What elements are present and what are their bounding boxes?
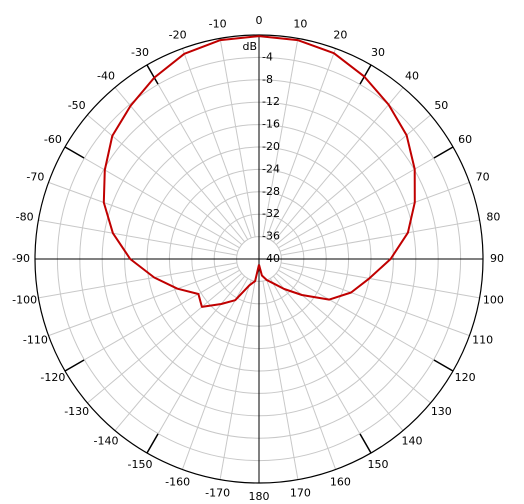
tick-mark: [146, 64, 159, 85]
theta-tick-label: 130: [431, 405, 452, 418]
grid-spoke: [181, 279, 252, 470]
r-tick-label: -32: [262, 207, 280, 220]
r-tick-label: -28: [262, 185, 280, 198]
theta-tick-label: -20: [169, 28, 187, 41]
grid-spoke: [280, 219, 480, 256]
theta-tick-label: -140: [94, 434, 119, 447]
r-tick-label: -12: [262, 95, 280, 108]
r-tick-label: -36: [262, 230, 280, 243]
r-tick-label: -8: [262, 73, 273, 86]
outer-ring: [34, 34, 484, 484]
tick-mark: [433, 359, 454, 372]
grid-spoke: [275, 114, 431, 245]
tick-mark: [359, 64, 372, 85]
grid-spoke: [38, 262, 238, 299]
theta-tick-label: -150: [128, 458, 153, 471]
grid-spoke: [266, 48, 337, 239]
theta-tick-label: 70: [476, 171, 490, 184]
r-tick-label: -4: [262, 50, 273, 63]
theta-tick-label: -160: [165, 476, 190, 489]
grid-spoke: [64, 269, 240, 372]
r-tick-label: -16: [262, 118, 280, 131]
grid-spoke: [278, 146, 454, 249]
grid-spoke: [146, 64, 249, 240]
tick-mark: [433, 146, 454, 159]
grid-spoke: [87, 273, 243, 404]
theta-tick-label: 10: [293, 18, 307, 31]
grid-spoke: [114, 275, 245, 431]
r-unit: dB: [242, 40, 257, 53]
grid-spoke: [262, 280, 299, 480]
theta-tick-label: 80: [486, 211, 500, 224]
theta-tick-label: 50: [434, 99, 448, 112]
theta-tick-label: -100: [12, 293, 37, 306]
theta-tick-label: 20: [333, 28, 347, 41]
grid-spoke: [114, 87, 245, 243]
grid-spoke: [278, 269, 454, 372]
grid-spoke: [181, 48, 252, 239]
theta-tick-label: -50: [68, 99, 86, 112]
grid-spoke: [273, 87, 404, 243]
grid-spoke: [38, 219, 238, 256]
theta-tick-label: -120: [40, 371, 65, 384]
theta-tick-label: -170: [205, 486, 230, 499]
grid-spoke: [48, 266, 239, 337]
tick-mark: [64, 359, 85, 372]
grid-spoke: [266, 279, 337, 470]
theta-tick-label: -80: [16, 211, 34, 224]
theta-tick-label: -60: [44, 133, 62, 146]
grid-spoke: [273, 275, 404, 431]
r-tick-label: -20: [262, 140, 280, 153]
r-tick-label: -24: [262, 162, 280, 175]
theta-tick-label: 40: [405, 70, 419, 83]
theta-tick-label: 0: [256, 14, 263, 27]
theta-tick-label: 120: [455, 371, 476, 384]
grid-spoke: [48, 181, 239, 252]
r-tick-label: -40: [262, 252, 280, 265]
theta-tick-label: 110: [472, 333, 493, 346]
grid-spoke: [280, 262, 480, 299]
tick-mark: [64, 146, 85, 159]
pattern-line: [102, 35, 416, 308]
grid-spoke: [219, 38, 256, 238]
grid-spoke: [262, 38, 299, 238]
theta-tick-label: -130: [64, 405, 89, 418]
theta-tick-label: 170: [290, 486, 311, 499]
theta-tick-label: -30: [131, 46, 149, 59]
theta-tick-label: 140: [401, 434, 422, 447]
theta-tick-label: -40: [97, 70, 115, 83]
theta-tick-label: -70: [26, 171, 44, 184]
theta-tick-label: -90: [12, 252, 30, 265]
theta-tick-label: 180: [249, 490, 270, 503]
grid-spoke: [219, 280, 256, 480]
theta-tick-label: -10: [209, 18, 227, 31]
grid-spoke: [64, 146, 240, 249]
tick-mark: [146, 433, 159, 454]
theta-tick-label: 30: [371, 46, 385, 59]
theta-tick-label: 160: [330, 476, 351, 489]
theta-tick-label: 60: [458, 133, 472, 146]
grid-spoke: [269, 64, 372, 240]
grid-spoke: [279, 266, 470, 337]
theta-tick-label: 90: [490, 252, 504, 265]
tick-mark: [359, 433, 372, 454]
theta-tick-label: 150: [368, 458, 389, 471]
theta-tick-label: 100: [483, 293, 504, 306]
grid-spoke: [269, 278, 372, 454]
grid-spoke: [279, 181, 470, 252]
grid-spoke: [146, 278, 249, 454]
theta-tick-label: -110: [23, 333, 48, 346]
